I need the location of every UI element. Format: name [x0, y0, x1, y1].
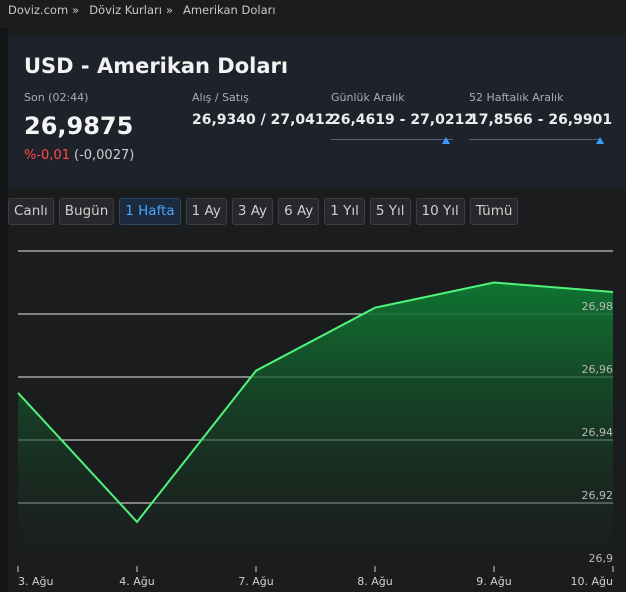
left-edge [0, 28, 8, 592]
last-price-value: 26,9875 [24, 112, 134, 140]
change-absolute: (-0,0027) [74, 148, 135, 163]
tab-today[interactable]: Bugün [58, 198, 115, 225]
breadcrumb-separator: » [72, 3, 80, 17]
y-tick-label: 26,94 [582, 426, 614, 439]
breadcrumb: Doviz.com » Döviz Kurları » Amerikan Dol… [8, 3, 276, 17]
y-tick-label: 26,96 [582, 363, 614, 376]
y-tick-label: 26,98 [582, 300, 614, 313]
tab-1-year[interactable]: 1 Yıl [324, 198, 365, 225]
y-tick-label: 26,92 [582, 489, 614, 502]
bid-ask-label: Alış / Satış [192, 91, 249, 104]
daily-range-label: Günlük Aralık [331, 91, 405, 104]
x-tick-label: 7. Ağu [238, 575, 273, 588]
tab-10-years[interactable]: 10 Yıl [415, 198, 465, 225]
price-line [17, 281, 614, 524]
price-chart[interactable]: 26,9 26,92 26,94 26,96 26,98 3. Ağu 4. Ağu 7. A… [0, 236, 626, 592]
y-tick-label: 26,9 [589, 552, 614, 565]
week52-range-marker [595, 137, 604, 144]
period-tabs: Canlı Bugün 1 Hafta 1 Ay 3 Ay 6 Ay 1 Yıl… [8, 198, 519, 225]
area-fill [18, 282, 613, 566]
daily-range-value: 26,4619 - 27,0212 [331, 112, 475, 128]
x-tick-label: 9. Ağu [476, 575, 511, 588]
daily-range-marker [441, 137, 450, 144]
tab-1-month[interactable]: 1 Ay [185, 198, 227, 225]
breadcrumb-current: Amerikan Doları [182, 3, 276, 17]
breadcrumb-separator: » [165, 3, 173, 17]
last-price-label: Son (02:44) [24, 91, 89, 104]
tab-1-week[interactable]: 1 Hafta [119, 198, 181, 225]
breadcrumb-currencies-link[interactable]: Döviz Kurları [89, 3, 162, 17]
tab-all[interactable]: Tümü [469, 198, 519, 225]
price-change: %-0,01 (-0,0027) [24, 148, 134, 163]
tab-live[interactable]: Canlı [8, 198, 54, 225]
week52-range-bar [469, 139, 601, 140]
bid-ask-value: 26,9340 / 27,0412 [192, 112, 335, 128]
x-tick-label: 10. Ağu [571, 575, 613, 588]
page-title: USD - Amerikan Doları [24, 54, 289, 78]
week52-range-value: 17,8566 - 26,9901 [469, 112, 613, 128]
tab-6-months[interactable]: 6 Ay [278, 198, 320, 225]
tab-3-months[interactable]: 3 Ay [231, 198, 274, 225]
week52-range-label: 52 Haftalık Aralık [469, 91, 564, 104]
x-tick-label: 4. Ağu [119, 575, 154, 588]
quote-panel: USD - Amerikan Doları Son (02:44) 26,987… [8, 36, 626, 188]
breadcrumb-home-link[interactable]: Doviz.com [8, 3, 69, 17]
x-tick-label: 3. Ağu [18, 575, 53, 588]
x-tick-label: 8. Ağu [357, 575, 392, 588]
daily-range-bar [331, 139, 453, 140]
change-percent: %-0,01 [24, 148, 70, 163]
tab-5-years[interactable]: 5 Yıl [369, 198, 411, 225]
